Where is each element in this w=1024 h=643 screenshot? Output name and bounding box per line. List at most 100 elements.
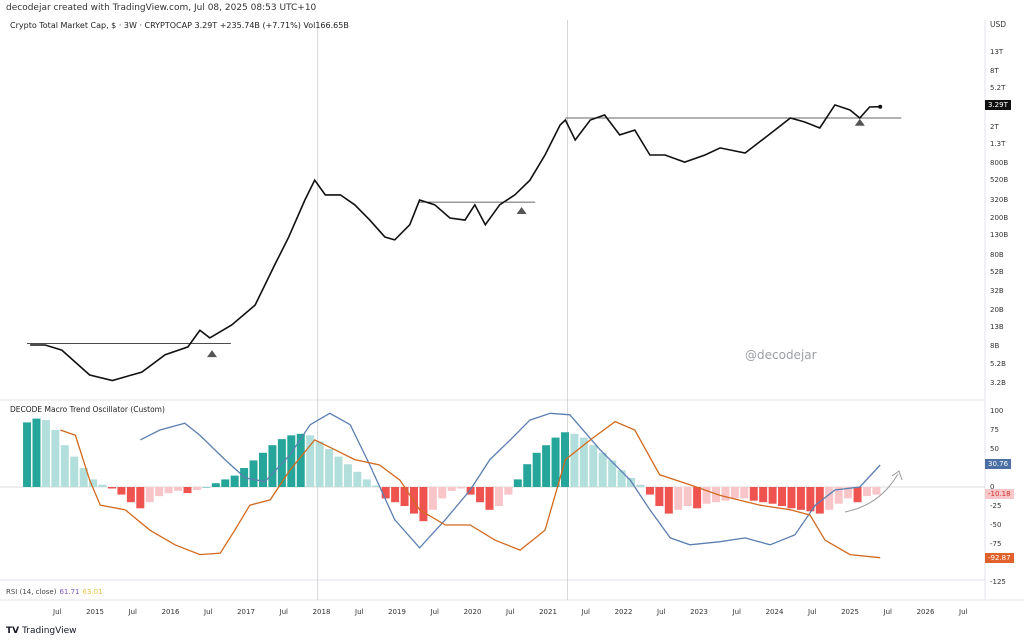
histogram-bar: [183, 487, 192, 494]
histogram-bar: [145, 487, 154, 503]
time-axis-tick: 2016: [161, 608, 180, 616]
rsi-legend[interactable]: RSI (14, close) 61.71 63.01: [6, 588, 103, 596]
histogram-bar: [126, 487, 135, 503]
histogram-bar: [164, 487, 173, 494]
price-axis-tick: 200B: [990, 214, 1009, 223]
time-axis-tick: 2022: [614, 608, 633, 616]
histogram-bar: [391, 487, 400, 503]
time-axis-tick: Jul: [53, 608, 62, 616]
histogram-bar: [192, 487, 201, 491]
histogram-bar: [372, 485, 381, 487]
histogram-bar: [504, 487, 513, 495]
rsi-value: 61.71: [59, 588, 80, 596]
histogram-bar: [674, 487, 683, 510]
histogram-bar: [730, 487, 739, 499]
time-axis-tick: Jul: [732, 608, 741, 616]
histogram-bar: [155, 487, 164, 497]
histogram-bar: [740, 487, 749, 499]
time-axis-tick: Jul: [128, 608, 137, 616]
histogram-bar: [334, 456, 343, 487]
time-axis-tick: Jul: [657, 608, 666, 616]
triangle-up-icon: [207, 350, 218, 358]
histogram-bar: [683, 487, 692, 506]
histogram-bar: [41, 420, 50, 487]
histogram-bar: [608, 460, 617, 487]
price-axis-tick: 320B: [990, 195, 1009, 204]
time-axis-tick: Jul: [581, 608, 590, 616]
time-axis-tick: Jul: [506, 608, 515, 616]
histogram-bar: [466, 487, 475, 495]
histogram-bar: [258, 452, 267, 487]
oscillator-axis-tick: 0: [990, 483, 995, 491]
histogram-bar: [79, 468, 88, 487]
time-axis-tick: 2026: [916, 608, 935, 616]
time-axis-tick: Jul: [808, 608, 817, 616]
time-axis-tick: 2021: [539, 608, 557, 616]
price-axis-tick: 520B: [990, 176, 1009, 185]
price-line: [30, 103, 881, 382]
time-axis-tick: 2023: [690, 608, 708, 616]
trend-arrow-annotation: [844, 473, 899, 513]
histogram-bar: [853, 487, 862, 503]
histogram-bar: [768, 487, 777, 504]
histogram-bar: [598, 452, 607, 487]
time-axis-tick: Jul: [204, 608, 213, 616]
currency-label: USD: [990, 20, 1007, 29]
histogram-bar: [862, 487, 871, 497]
histogram-bar: [645, 487, 654, 495]
histogram-bar: [617, 470, 626, 487]
histogram-bar: [51, 430, 60, 487]
histogram-bar: [806, 487, 815, 512]
histogram-bar: [476, 487, 485, 503]
price-axis-tick: 2T: [990, 122, 999, 131]
histogram-bar: [447, 487, 456, 491]
histogram-bar: [834, 487, 843, 504]
histogram-value-tag: -10.18: [985, 489, 1014, 499]
histogram-bar: [381, 487, 390, 499]
histogram-bar: [419, 487, 428, 522]
histogram-bar: [362, 479, 371, 487]
histogram-bar: [636, 484, 645, 487]
time-axis-tick: Jul: [355, 608, 364, 616]
triangle-up-icon: [854, 118, 865, 126]
histogram-bar: [570, 433, 579, 487]
price-axis-tick: 32B: [990, 287, 1004, 296]
tv-logo-mark: TV: [6, 626, 20, 636]
histogram-bar: [579, 437, 588, 487]
oscillator-axis-tick: -125: [990, 578, 1006, 586]
histogram-bar: [494, 487, 503, 506]
blue-oscillator-line: [140, 412, 881, 549]
orange-oscillator-line: [60, 420, 881, 559]
histogram-bar: [702, 487, 711, 504]
oscillator-axis-tick: 50: [990, 445, 999, 453]
price-axis-tick: 5.2B: [990, 359, 1006, 368]
histogram-bar: [787, 487, 796, 509]
histogram-bar: [296, 433, 305, 487]
time-axis-tick: 2019: [388, 608, 406, 616]
price-axis-tick: 8B: [990, 342, 1000, 351]
watermark: @decodejar: [745, 348, 817, 362]
oscillator-axis-tick: 100: [990, 407, 1004, 415]
histogram-bar: [107, 487, 116, 489]
price-axis-tick: 5.2T: [990, 84, 1006, 93]
histogram-bar: [693, 487, 702, 509]
price-axis-tick: 1.3T: [990, 139, 1006, 148]
tradingview-logo: TV TradingView: [6, 626, 77, 636]
time-axis-tick: Jul: [883, 608, 892, 616]
histogram-bar: [778, 487, 787, 506]
price-axis-tick: 130B: [990, 231, 1009, 240]
time-axis-tick: 2018: [312, 608, 331, 616]
histogram-bar: [589, 445, 598, 487]
histogram-bar: [457, 487, 466, 489]
histogram-bar: [32, 418, 41, 487]
histogram-bar: [353, 471, 362, 487]
histogram-bar: [664, 487, 673, 514]
time-axis-tick: 2020: [463, 608, 482, 616]
last-price-tag: 3.29T: [985, 100, 1011, 110]
histogram-bar: [306, 435, 315, 487]
oscillator-legend[interactable]: DECODE Macro Trend Oscillator (Custom): [10, 405, 165, 414]
histogram-bar: [70, 456, 79, 487]
symbol-legend[interactable]: Crypto Total Market Cap, $ · 3W · CRYPTO…: [10, 21, 349, 30]
histogram-bar: [98, 484, 107, 487]
